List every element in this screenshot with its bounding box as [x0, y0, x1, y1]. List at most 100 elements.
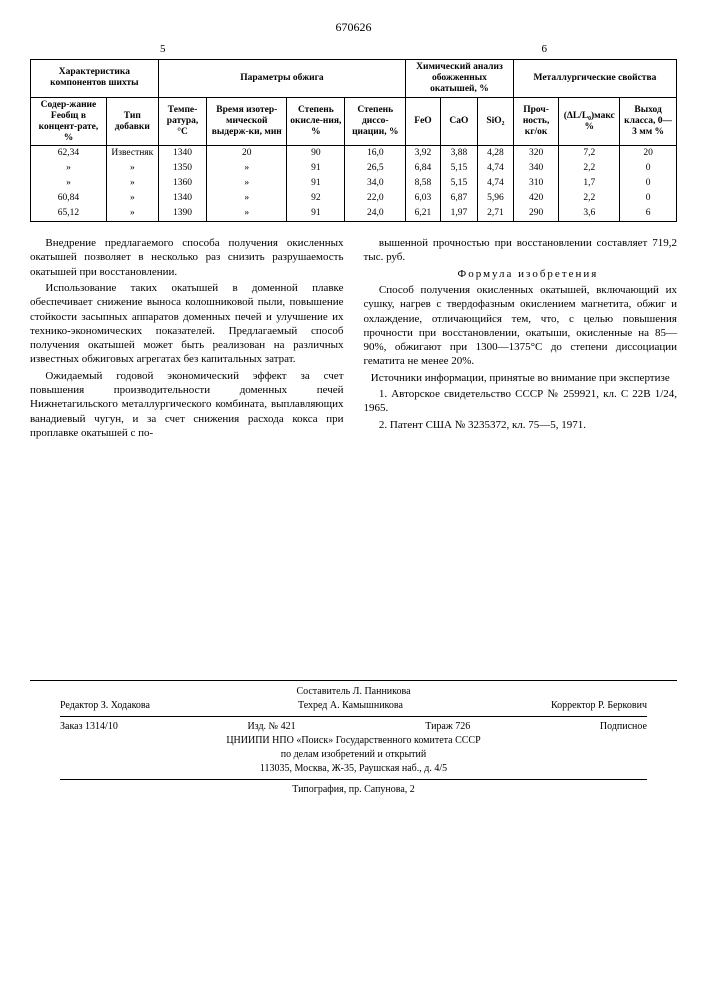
imprint-editor: Редактор З. Ходакова: [60, 699, 150, 713]
table-cell: 1340: [158, 191, 207, 206]
para-2: Использование таких окатышей в доменной …: [30, 281, 344, 367]
table-cell: 7,2: [559, 146, 620, 161]
table-cell: 320: [513, 146, 558, 161]
table-cell: 6: [620, 206, 677, 221]
th-9: Проч-ность, кг/ок: [513, 97, 558, 146]
imprint-addr: 113035, Москва, Ж-35, Раушская наб., д. …: [30, 762, 677, 776]
th-8: SiO₂: [477, 97, 513, 146]
table-cell: »: [207, 191, 287, 206]
page-num-right: 6: [542, 43, 548, 55]
body-text: Внедрение предлагаемого способа получени…: [30, 236, 677, 440]
formula-title: Формула изобретения: [364, 267, 678, 281]
th-group-1: Параметры обжига: [158, 60, 405, 98]
table-cell: 0: [620, 176, 677, 191]
table-row: 60,84»1340»9222,06,036,875,964202,20: [31, 191, 677, 206]
table-cell: 1360: [158, 176, 207, 191]
imprint-tiraj: Тираж 726: [425, 720, 470, 734]
table-cell: 2,2: [559, 161, 620, 176]
table-cell: 91: [287, 206, 345, 221]
th-3: Время изотер-мической выдерж-ки, мин: [207, 97, 287, 146]
table-cell: 6,84: [406, 161, 441, 176]
table-cell: 91: [287, 176, 345, 191]
table-cell: 1,7: [559, 176, 620, 191]
table-cell: 340: [513, 161, 558, 176]
table-cell: »: [31, 176, 107, 191]
data-table: Характеристика компонентов шихты Парамет…: [30, 59, 677, 222]
table-cell: 6,21: [406, 206, 441, 221]
table-cell: 65,12: [31, 206, 107, 221]
th-group-0: Характеристика компонентов шихты: [31, 60, 159, 98]
table-cell: Известняк: [106, 146, 158, 161]
table-cell: »: [207, 206, 287, 221]
table-cell: 6,87: [440, 191, 477, 206]
table-body: 62,34Известняк1340209016,03,923,884,2832…: [31, 146, 677, 222]
imprint-tech: Техред А. Камышникова: [298, 699, 403, 713]
table-cell: 3,92: [406, 146, 441, 161]
table-cell: »: [207, 176, 287, 191]
table-cell: 20: [207, 146, 287, 161]
imprint-corrector: Корректор Р. Беркович: [551, 699, 647, 713]
table-cell: 20: [620, 146, 677, 161]
th-5: Степень диссо-циации, %: [345, 97, 406, 146]
table-cell: 2,71: [477, 206, 513, 221]
table-cell: 3,6: [559, 206, 620, 221]
table-cell: 4,28: [477, 146, 513, 161]
table-cell: 8,58: [406, 176, 441, 191]
imprint-typ: Типография, пр. Сапунова, 2: [30, 783, 677, 797]
para-5: Способ получения окисленных окатышей, вк…: [364, 283, 678, 369]
th-7: CaO: [440, 97, 477, 146]
table-cell: 91: [287, 161, 345, 176]
table-cell: 310: [513, 176, 558, 191]
para-1: Внедрение предлагаемого способа получени…: [30, 236, 344, 279]
table-cell: 0: [620, 191, 677, 206]
imprint-sign: Подписное: [600, 720, 647, 734]
page-numbers: 5 6: [30, 43, 677, 55]
th-1: Тип добавки: [106, 97, 158, 146]
imprint-order: Заказ 1314/10: [60, 720, 118, 734]
table-cell: 1,97: [440, 206, 477, 221]
table-cell: 26,5: [345, 161, 406, 176]
table-cell: 16,0: [345, 146, 406, 161]
th-2: Темпе-ратура, °С: [158, 97, 207, 146]
th-0: Содер-жание Feобщ в концент-рате, %: [31, 97, 107, 146]
table-cell: 34,0: [345, 176, 406, 191]
table-cell: 60,84: [31, 191, 107, 206]
table-cell: 1350: [158, 161, 207, 176]
table-cell: 2,2: [559, 191, 620, 206]
table-cell: 90: [287, 146, 345, 161]
imprint-compiler: Составитель Л. Панникова: [30, 685, 677, 699]
para-4: вышенной прочностью при восстановлении с…: [364, 236, 678, 265]
table-row: 62,34Известняк1340209016,03,923,884,2832…: [31, 146, 677, 161]
table-cell: 3,88: [440, 146, 477, 161]
table-cell: »: [31, 161, 107, 176]
th-11: Выход класса, 0—3 мм %: [620, 97, 677, 146]
table-cell: 0: [620, 161, 677, 176]
table-cell: 1390: [158, 206, 207, 221]
table-cell: 5,15: [440, 161, 477, 176]
table-cell: 1340: [158, 146, 207, 161]
para-3: Ожидаемый годовой экономический эффект з…: [30, 369, 344, 440]
table-cell: 5,96: [477, 191, 513, 206]
table-cell: 62,34: [31, 146, 107, 161]
table-cell: 4,74: [477, 176, 513, 191]
table-cell: 4,74: [477, 161, 513, 176]
source-2: 2. Патент США № 3235372, кл. 75—5, 1971.: [364, 418, 678, 432]
table-cell: »: [106, 191, 158, 206]
table-cell: 92: [287, 191, 345, 206]
table-cell: »: [207, 161, 287, 176]
imprint-izd: Изд. № 421: [247, 720, 295, 734]
document-number: 670626: [30, 20, 677, 35]
table-cell: 24,0: [345, 206, 406, 221]
table-cell: 5,15: [440, 176, 477, 191]
table-cell: 420: [513, 191, 558, 206]
table-cell: »: [106, 176, 158, 191]
table-cell: 22,0: [345, 191, 406, 206]
th-group-3: Металлургические свойства: [513, 60, 676, 98]
table-cell: 6,03: [406, 191, 441, 206]
imprint-block: Составитель Л. Панникова Редактор З. Ход…: [30, 680, 677, 797]
sources-title: Источники информации, принятые во вниман…: [364, 371, 678, 385]
table-row: »»1360»9134,08,585,154,743101,70: [31, 176, 677, 191]
th-group-2: Химический анализ обожженных окатышей, %: [406, 60, 514, 98]
th-4: Степень окисле-ния, %: [287, 97, 345, 146]
table-row: »»1350»9126,56,845,154,743402,20: [31, 161, 677, 176]
